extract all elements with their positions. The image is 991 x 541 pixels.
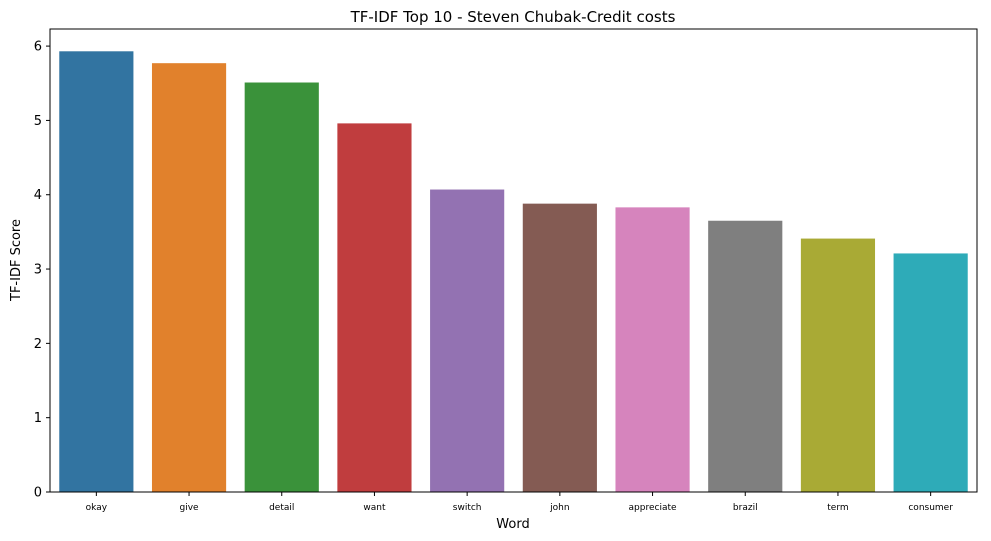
x-tick-label-john: john [549, 503, 569, 513]
x-axis-label: Word [496, 517, 529, 532]
bar-appreciate [615, 207, 690, 492]
y-tick-label-3: 3 [34, 263, 42, 278]
bar-okay [59, 51, 134, 492]
y-axis-label: TF-IDF Score [9, 219, 24, 302]
chart-title: TF-IDF Top 10 - Steven Chubak-Credit cos… [350, 8, 676, 26]
y-tick-label-1: 1 [34, 411, 42, 426]
bar-detail [244, 82, 319, 493]
bar-want [337, 123, 412, 492]
x-tick-label-detail: detail [269, 503, 294, 513]
bars-group [59, 51, 968, 493]
x-tick-label-brazil: brazil [733, 503, 758, 513]
y-tick-label-0: 0 [34, 486, 42, 501]
bar-brazil [708, 220, 783, 492]
bar-term [800, 238, 876, 492]
y-tick-label-5: 5 [34, 114, 42, 129]
x-axis: okay give detail want switch john appreciate br… [86, 492, 953, 513]
x-tick-label-consumer: consumer [908, 503, 953, 513]
y-tick-label-6: 6 [34, 40, 42, 55]
bar-consumer [893, 253, 968, 492]
y-axis: 0 1 2 3 4 5 6 [34, 40, 50, 501]
bar-john [522, 203, 597, 493]
x-tick-label-switch: switch [453, 503, 482, 513]
plot-frame [49, 28, 978, 493]
x-tick-label-appreciate: appreciate [629, 503, 677, 513]
bar-give [151, 63, 227, 493]
y-tick-label-2: 2 [34, 337, 42, 352]
x-tick-label-term: term [827, 503, 848, 513]
x-tick-label-okay: okay [86, 503, 108, 513]
y-tick-label-4: 4 [34, 188, 42, 203]
x-tick-label-give: give [180, 503, 200, 513]
bar-switch [430, 189, 505, 492]
x-tick-label-want: want [363, 503, 386, 513]
